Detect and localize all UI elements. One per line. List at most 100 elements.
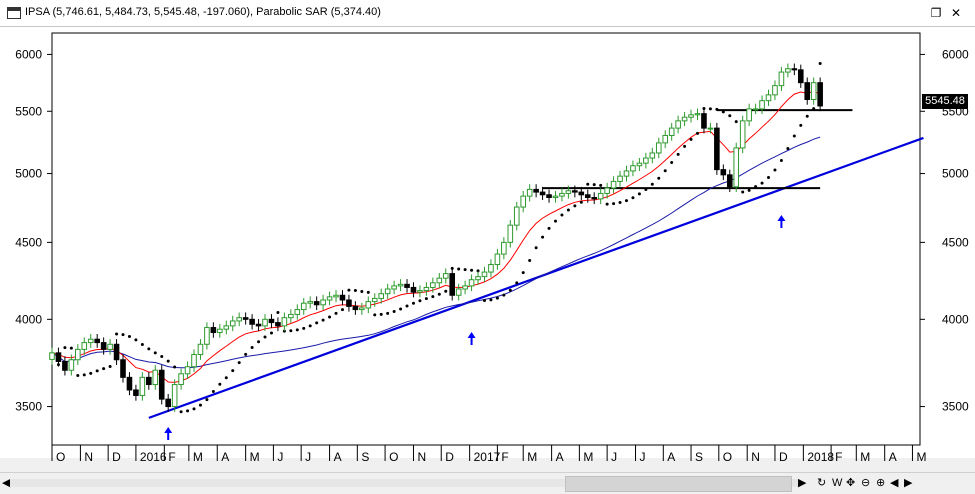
close-icon[interactable]: ✕ bbox=[950, 6, 962, 20]
trendline-0 bbox=[148, 136, 924, 419]
candle bbox=[507, 219, 514, 248]
restore-icon[interactable]: ❐ bbox=[930, 6, 942, 20]
candle-body bbox=[681, 116, 688, 122]
candle bbox=[494, 248, 501, 270]
x-tick-label: S bbox=[695, 450, 703, 464]
psar-dot bbox=[605, 202, 609, 206]
candle bbox=[430, 277, 436, 293]
candle bbox=[449, 268, 456, 301]
candle-body bbox=[281, 317, 288, 327]
candle bbox=[746, 103, 752, 127]
x-tick-label: A bbox=[556, 450, 564, 464]
candle-body bbox=[462, 285, 468, 290]
candle-body bbox=[455, 288, 462, 296]
time-scrollbar[interactable]: ◀ ▶ ↻ W ✥ ⊖ ⊕ ◀ ▶ bbox=[0, 472, 975, 494]
zoom-in-icon[interactable]: ⊕ bbox=[876, 477, 886, 489]
psar-dot bbox=[353, 288, 357, 292]
step-back-icon[interactable]: ◀ bbox=[890, 477, 899, 489]
candle-body bbox=[352, 305, 359, 311]
candle-body bbox=[288, 313, 294, 319]
candle bbox=[313, 296, 320, 311]
psar-dot bbox=[644, 188, 648, 192]
x-tick-label: J bbox=[277, 450, 283, 464]
y-tick-label-right: 6000 bbox=[942, 47, 969, 61]
candle bbox=[597, 188, 604, 205]
psar-dot bbox=[624, 199, 628, 203]
candle-body bbox=[68, 359, 75, 371]
candle-body bbox=[255, 323, 262, 327]
candle-body bbox=[617, 175, 623, 182]
scroll-track[interactable] bbox=[10, 479, 800, 487]
candle bbox=[546, 189, 552, 203]
candle-body bbox=[481, 271, 488, 278]
candle bbox=[675, 115, 681, 134]
psar-dot bbox=[373, 313, 377, 317]
candle-body bbox=[778, 71, 785, 87]
psar-dot bbox=[444, 289, 448, 293]
candle bbox=[365, 296, 372, 314]
pan-icon[interactable]: ✥ bbox=[846, 477, 856, 489]
candle-body bbox=[733, 147, 740, 188]
candle bbox=[662, 130, 669, 149]
candle bbox=[765, 89, 772, 106]
last-price-label: 5545.48 bbox=[922, 94, 968, 109]
candle-body bbox=[268, 318, 275, 324]
psar-dot bbox=[379, 312, 383, 316]
candle-body bbox=[584, 194, 591, 198]
candle-body bbox=[636, 162, 643, 167]
psar-dot bbox=[121, 333, 125, 337]
candle bbox=[604, 182, 610, 199]
candle-body bbox=[410, 286, 417, 293]
psar-dot bbox=[457, 267, 461, 271]
candle-body bbox=[785, 68, 791, 73]
scroll-left-icon[interactable]: ◀ bbox=[2, 477, 11, 489]
candle-body bbox=[242, 317, 249, 320]
candle-body bbox=[597, 192, 604, 200]
psar-dot bbox=[340, 308, 344, 312]
psar-dot bbox=[741, 190, 745, 194]
psar-dot bbox=[302, 326, 306, 330]
x-tick-label: N bbox=[751, 450, 760, 464]
psar-dot bbox=[179, 410, 183, 414]
x-tick-label: M bbox=[860, 450, 870, 464]
candle-body bbox=[668, 127, 675, 136]
x-tick-label: M bbox=[916, 450, 926, 464]
psar-dot bbox=[721, 110, 725, 114]
candle bbox=[797, 64, 804, 88]
candle bbox=[617, 170, 623, 187]
candle bbox=[268, 314, 275, 328]
candle-body bbox=[384, 288, 391, 295]
psar-dot bbox=[528, 259, 532, 263]
psar-dot bbox=[586, 182, 590, 186]
refresh-icon[interactable]: ↻ bbox=[817, 477, 827, 489]
candle bbox=[49, 347, 55, 365]
candle bbox=[391, 280, 397, 295]
period-weekly-button[interactable]: W bbox=[832, 477, 843, 489]
psar-dot bbox=[134, 338, 138, 342]
psar-dot bbox=[250, 345, 254, 349]
candle-body bbox=[178, 373, 184, 386]
candle bbox=[223, 320, 230, 335]
candle-body bbox=[623, 170, 630, 177]
psar-dot bbox=[521, 271, 525, 275]
psar-dot bbox=[489, 298, 493, 302]
psar-dot bbox=[437, 292, 441, 296]
x-tick-label: J bbox=[640, 450, 646, 464]
chart-area[interactable]: 3500 3500 4000 4000 4500 4500 5000 5000 5500 5500… bbox=[0, 27, 975, 464]
psar-dot bbox=[689, 137, 693, 141]
psar-dot bbox=[211, 389, 215, 393]
psar-dot bbox=[754, 185, 758, 189]
candle bbox=[720, 164, 727, 181]
scroll-right-icon[interactable]: ▶ bbox=[798, 477, 807, 489]
psar-dot bbox=[257, 340, 261, 344]
step-forward-icon[interactable]: ▶ bbox=[904, 477, 913, 489]
psar-dot bbox=[147, 347, 151, 351]
zoom-out-icon[interactable]: ⊖ bbox=[861, 477, 871, 489]
candle-body bbox=[333, 294, 339, 298]
y-tick-label-left: 4500 bbox=[15, 235, 42, 249]
candle-body bbox=[326, 296, 333, 301]
psar-dot bbox=[818, 62, 822, 66]
candle bbox=[488, 259, 494, 278]
scroll-thumb[interactable] bbox=[565, 476, 792, 492]
candle-body bbox=[87, 338, 94, 344]
